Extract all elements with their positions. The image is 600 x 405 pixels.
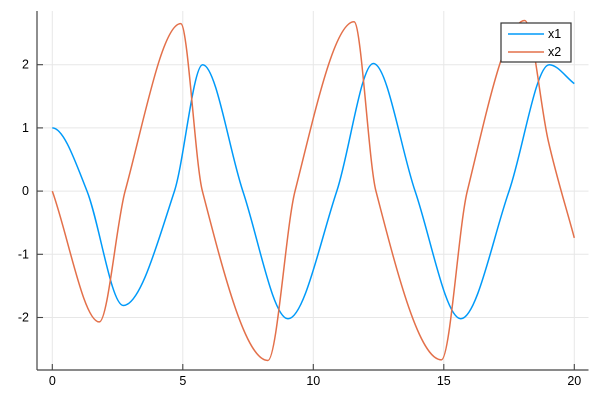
svg-text:10: 10 (306, 374, 320, 388)
svg-text:1: 1 (22, 121, 29, 135)
svg-text:5: 5 (179, 374, 186, 388)
svg-text:-1: -1 (18, 247, 29, 261)
svg-text:2: 2 (22, 58, 29, 72)
svg-text:15: 15 (437, 374, 451, 388)
svg-text:x1: x1 (548, 27, 561, 41)
svg-text:20: 20 (567, 374, 581, 388)
svg-text:0: 0 (49, 374, 56, 388)
svg-text:0: 0 (22, 184, 29, 198)
svg-text:-2: -2 (18, 311, 29, 325)
svg-text:x2: x2 (548, 45, 561, 59)
